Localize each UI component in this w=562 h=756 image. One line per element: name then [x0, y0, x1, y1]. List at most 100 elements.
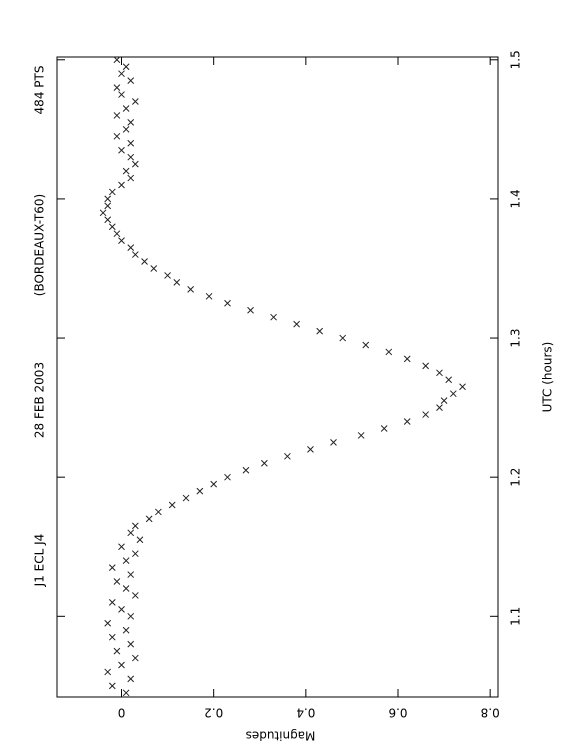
marker	[122, 557, 130, 565]
marker	[122, 63, 130, 71]
marker	[131, 160, 139, 168]
marker	[173, 279, 181, 286]
marker	[108, 564, 116, 571]
marker	[113, 230, 121, 238]
marker	[118, 70, 125, 78]
marker	[270, 313, 277, 321]
marker	[118, 146, 125, 154]
marker	[380, 425, 388, 432]
marker	[445, 376, 453, 384]
marker	[118, 91, 125, 98]
marker	[182, 494, 190, 502]
marker	[459, 383, 466, 391]
marker	[122, 626, 130, 634]
marker	[150, 265, 158, 272]
marker	[127, 139, 135, 147]
marker	[99, 209, 107, 217]
chart-title: 28 FEB 2003	[33, 362, 47, 438]
marker	[113, 112, 121, 119]
chart-title: J1 ECL J4	[33, 534, 47, 588]
x-tick-label: 1.5	[509, 50, 523, 69]
marker	[131, 654, 139, 662]
marker	[118, 543, 125, 551]
marker	[127, 612, 135, 620]
marker	[108, 599, 116, 606]
marker	[122, 125, 130, 133]
marker	[145, 515, 153, 523]
marker	[113, 84, 121, 91]
marker	[422, 362, 430, 370]
marker	[422, 411, 430, 418]
marker	[122, 105, 130, 112]
marker	[104, 195, 112, 203]
marker	[104, 216, 112, 224]
marker	[284, 452, 291, 460]
marker	[293, 320, 300, 328]
marker	[118, 661, 125, 669]
marker	[362, 341, 370, 349]
marker	[108, 633, 116, 641]
marker	[127, 675, 135, 683]
marker	[127, 153, 135, 161]
marker	[122, 689, 130, 697]
marker	[196, 487, 204, 495]
marker	[127, 640, 135, 648]
marker	[108, 223, 116, 231]
x-tick-label: 1.1	[509, 607, 523, 626]
marker	[261, 459, 268, 467]
marker	[436, 369, 443, 377]
marker	[330, 439, 337, 446]
marker	[449, 390, 457, 398]
marker	[385, 348, 393, 356]
x-tick-label: 1.3	[509, 328, 523, 347]
marker	[339, 334, 347, 342]
marker	[187, 285, 194, 293]
marker	[205, 292, 213, 300]
marker	[131, 98, 139, 105]
marker	[113, 56, 121, 64]
marker	[127, 77, 135, 85]
marker	[118, 237, 125, 245]
marker	[131, 592, 139, 599]
marker	[113, 578, 121, 585]
marker	[122, 585, 130, 592]
marker	[357, 432, 365, 439]
chart-title: 484 PTS	[33, 66, 47, 115]
marker	[104, 202, 112, 210]
x-axis-label: UTC (hours)	[541, 342, 555, 413]
marker	[122, 167, 130, 175]
marker	[403, 418, 411, 425]
marker	[113, 132, 121, 140]
marker	[131, 522, 139, 530]
marker	[247, 306, 254, 314]
marker	[131, 550, 139, 558]
marker	[440, 397, 448, 405]
marker	[224, 473, 231, 481]
marker	[164, 272, 171, 279]
marker	[224, 299, 231, 307]
x-tick-label: 1.2	[509, 468, 523, 487]
marker	[113, 647, 121, 655]
marker	[127, 571, 135, 578]
marker	[104, 619, 112, 627]
x-tick-label: 1.4	[509, 189, 523, 208]
marker	[127, 529, 135, 537]
marker	[436, 404, 443, 411]
y-tick-label: 0	[118, 706, 126, 720]
marker	[242, 466, 250, 474]
marker	[127, 174, 135, 182]
plot-frame	[56, 56, 499, 698]
marker	[131, 251, 139, 258]
chart-title: (BORDEAUX-T60)	[33, 194, 47, 296]
y-tick-label: 0.6	[388, 706, 407, 720]
y-tick-label: 0.4	[296, 706, 315, 720]
marker	[403, 355, 411, 363]
marker	[118, 181, 125, 189]
marker	[127, 119, 135, 126]
marker	[316, 327, 324, 335]
marker	[136, 536, 144, 544]
y-axis-label: Magnitudes	[246, 729, 316, 743]
marker	[141, 258, 148, 265]
y-tick-label: 0.8	[481, 706, 500, 720]
